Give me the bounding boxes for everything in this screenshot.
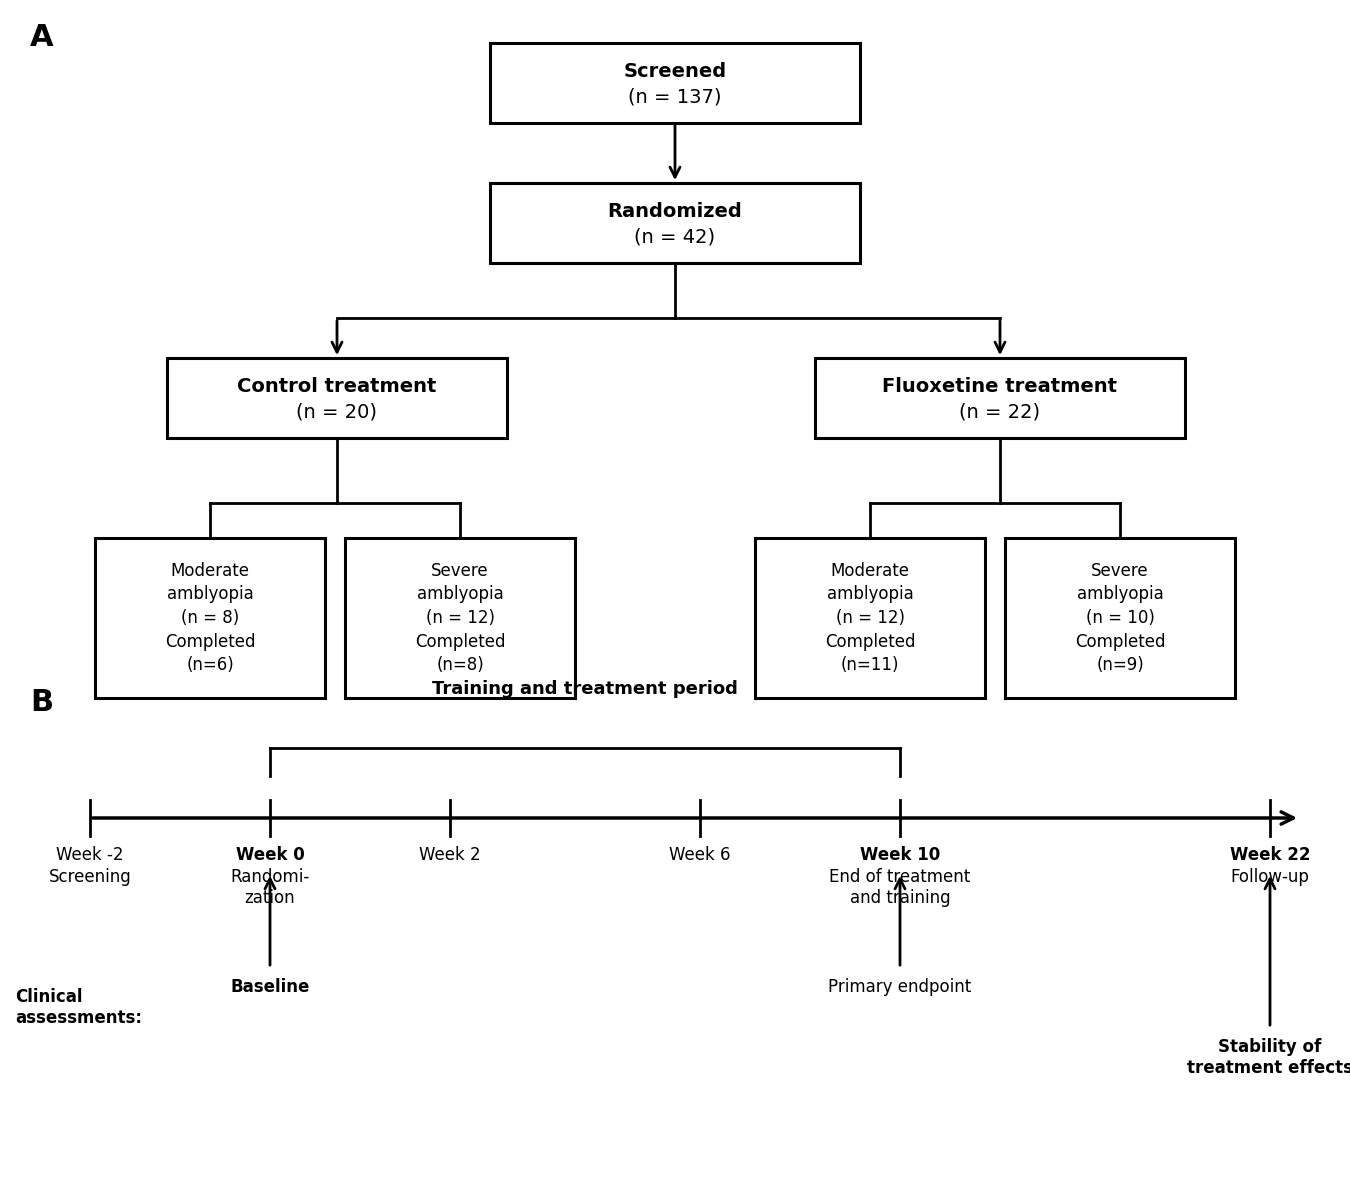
Text: (n = 137): (n = 137) (628, 88, 722, 107)
Text: Stability of
treatment effects: Stability of treatment effects (1187, 1038, 1350, 1076)
Text: Screening: Screening (49, 868, 131, 886)
Bar (815, 358, 1185, 438)
Text: Week 2: Week 2 (420, 846, 481, 864)
Text: Control treatment: Control treatment (238, 378, 436, 397)
Text: Screened: Screened (624, 62, 726, 81)
Text: (n = 42): (n = 42) (634, 228, 716, 247)
Bar (490, 183, 860, 263)
Text: A: A (30, 23, 54, 52)
Text: End of treatment
and training: End of treatment and training (829, 868, 971, 906)
Bar (1004, 538, 1235, 699)
Bar (95, 538, 325, 699)
Text: Week -2: Week -2 (57, 846, 124, 864)
Text: Randomi-
zation: Randomi- zation (231, 868, 309, 906)
Bar (346, 538, 575, 699)
Bar (755, 538, 986, 699)
Text: Baseline: Baseline (231, 978, 309, 996)
Text: Severe
amblyopia
(n = 10)
Completed
(n=9): Severe amblyopia (n = 10) Completed (n=9… (1075, 562, 1165, 675)
Text: Primary endpoint: Primary endpoint (829, 978, 972, 996)
Text: Fluoxetine treatment: Fluoxetine treatment (883, 378, 1118, 397)
Text: (n = 20): (n = 20) (297, 403, 378, 422)
Text: Week 6: Week 6 (670, 846, 730, 864)
Text: Clinical
assessments:: Clinical assessments: (15, 988, 142, 1026)
Text: Week 10: Week 10 (860, 846, 940, 864)
Bar (167, 358, 508, 438)
Text: Moderate
amblyopia
(n = 12)
Completed
(n=11): Moderate amblyopia (n = 12) Completed (n… (825, 562, 915, 675)
Text: (n = 22): (n = 22) (960, 403, 1041, 422)
Text: B: B (30, 688, 53, 718)
Text: Week 22: Week 22 (1230, 846, 1311, 864)
Text: Follow-up: Follow-up (1231, 868, 1310, 886)
Text: Training and treatment period: Training and treatment period (432, 680, 738, 699)
Text: Severe
amblyopia
(n = 12)
Completed
(n=8): Severe amblyopia (n = 12) Completed (n=8… (414, 562, 505, 675)
Text: Week 0: Week 0 (236, 846, 304, 864)
Text: Randomized: Randomized (608, 202, 742, 221)
Bar (490, 43, 860, 124)
Text: Moderate
amblyopia
(n = 8)
Completed
(n=6): Moderate amblyopia (n = 8) Completed (n=… (165, 562, 255, 675)
